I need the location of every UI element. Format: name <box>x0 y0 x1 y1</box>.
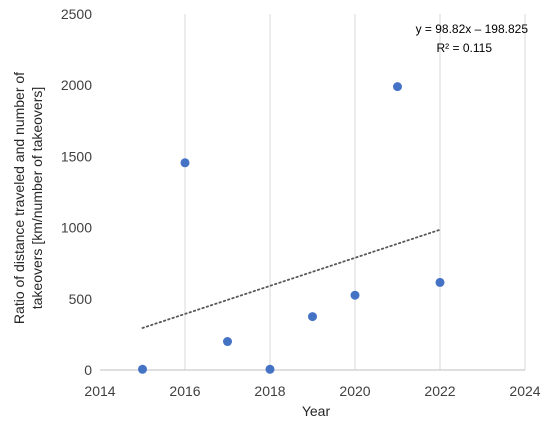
trendline-equation: y = 98.82x – 198.825 <box>416 22 529 36</box>
y-tick-label: 0 <box>84 362 92 378</box>
data-point <box>308 312 317 322</box>
x-axis-title: Year <box>302 403 331 419</box>
y-axis-title-line-2: takeovers [km/number of takeovers] <box>29 87 45 310</box>
y-tick-label: 2500 <box>61 6 92 22</box>
data-point <box>138 364 147 374</box>
x-tick-label: 2024 <box>509 383 540 399</box>
x-tick-label: 2014 <box>84 383 115 399</box>
data-point <box>350 290 360 300</box>
x-tick-label: 2022 <box>424 383 455 399</box>
y-axis-title-line-1: Ratio of distance traveled and number of <box>11 72 27 324</box>
x-tick-label: 2018 <box>254 383 285 399</box>
y-tick-label: 1000 <box>61 220 92 236</box>
y-tick-label: 500 <box>69 291 93 307</box>
trendline <box>141 228 441 329</box>
data-points <box>138 82 445 374</box>
y-tick-label: 2000 <box>61 77 92 93</box>
data-point <box>435 277 445 287</box>
y-tick-label: 1500 <box>61 148 92 164</box>
x-tick-labels: 2014 2016 2018 2020 2022 2024 <box>84 383 540 399</box>
trendline-group <box>141 228 441 329</box>
gridlines <box>184 14 526 370</box>
data-point <box>393 82 402 92</box>
x-tick-label: 2016 <box>169 383 200 399</box>
data-point <box>180 158 190 168</box>
y-tick-labels: 0 500 1000 1500 2000 2500 <box>61 6 92 378</box>
x-tick-label: 2020 <box>339 383 370 399</box>
data-point <box>223 337 232 347</box>
data-point <box>265 364 275 374</box>
y-axis-title: Ratio of distance traveled and number of… <box>11 72 45 324</box>
trendline-r-squared: R² = 0.115 <box>437 41 493 55</box>
